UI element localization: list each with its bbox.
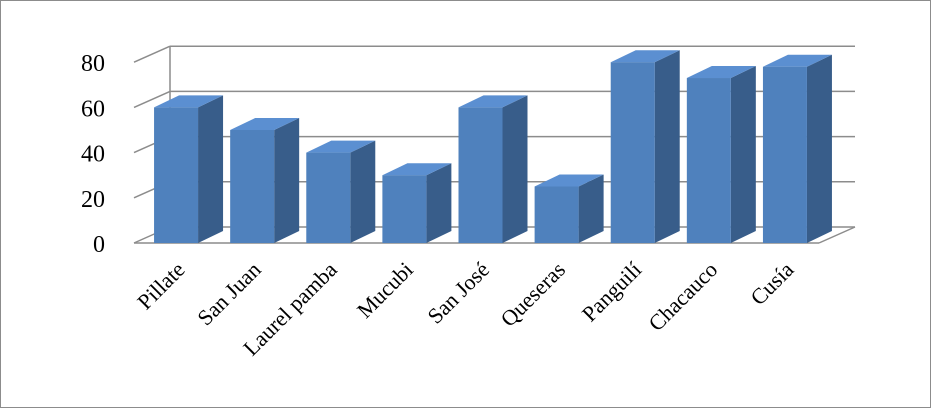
- bar-top: [154, 95, 224, 108]
- bar-top: [610, 50, 680, 63]
- y-axis: 0 20 40 60 80: [81, 51, 105, 258]
- bar-top: [534, 174, 604, 187]
- category-label: Cusía: [745, 257, 798, 310]
- category-label: Pillate: [132, 257, 189, 314]
- bar-side: [654, 50, 680, 244]
- bar: [610, 50, 680, 244]
- bar-top: [230, 118, 300, 130]
- bar-top: [306, 140, 376, 153]
- bar: [382, 163, 452, 243]
- bar-top: [382, 163, 452, 176]
- bar-side: [198, 95, 224, 244]
- bar-side: [806, 54, 832, 243]
- y-tick-label: 20: [81, 187, 105, 213]
- bar-side: [502, 95, 528, 244]
- floor-right-edge: [818, 226, 856, 244]
- bar-side: [730, 66, 756, 244]
- bar-side: [426, 163, 452, 243]
- category-label: Panguilí: [577, 257, 647, 327]
- bar: [230, 118, 300, 243]
- category-label: Mucubi: [352, 257, 418, 323]
- bar-side: [274, 118, 300, 243]
- bar-front: [762, 66, 807, 243]
- bars: [154, 50, 832, 244]
- bar-top: [458, 95, 528, 108]
- category-label: San Juan: [192, 257, 265, 330]
- bar: [154, 95, 224, 244]
- y-tick-label: 40: [81, 142, 105, 168]
- bar-front: [230, 130, 275, 243]
- category-label: San José: [422, 257, 494, 329]
- bar: [762, 54, 832, 243]
- category-label: Chacauco: [643, 257, 722, 336]
- bar-front: [154, 107, 199, 244]
- y-tick-label: 80: [81, 51, 105, 77]
- bar-side: [350, 140, 376, 243]
- bar-front: [686, 78, 731, 244]
- bar-front: [534, 186, 579, 243]
- bar-front: [382, 175, 427, 243]
- bar-front: [458, 107, 503, 244]
- bar: [534, 174, 604, 243]
- bar: [306, 140, 376, 243]
- bar-top: [762, 54, 832, 67]
- category-label: Queseras: [495, 257, 570, 332]
- bar: [686, 66, 756, 244]
- gridline-side: [133, 45, 171, 63]
- y-tick-label: 60: [81, 96, 105, 122]
- bar-front: [306, 152, 351, 243]
- bar-side: [578, 174, 604, 243]
- gridline-side: [133, 90, 171, 109]
- bar-top: [686, 66, 756, 79]
- y-tick-label: 0: [93, 232, 105, 258]
- bar-front: [610, 62, 655, 244]
- bar: [458, 95, 528, 244]
